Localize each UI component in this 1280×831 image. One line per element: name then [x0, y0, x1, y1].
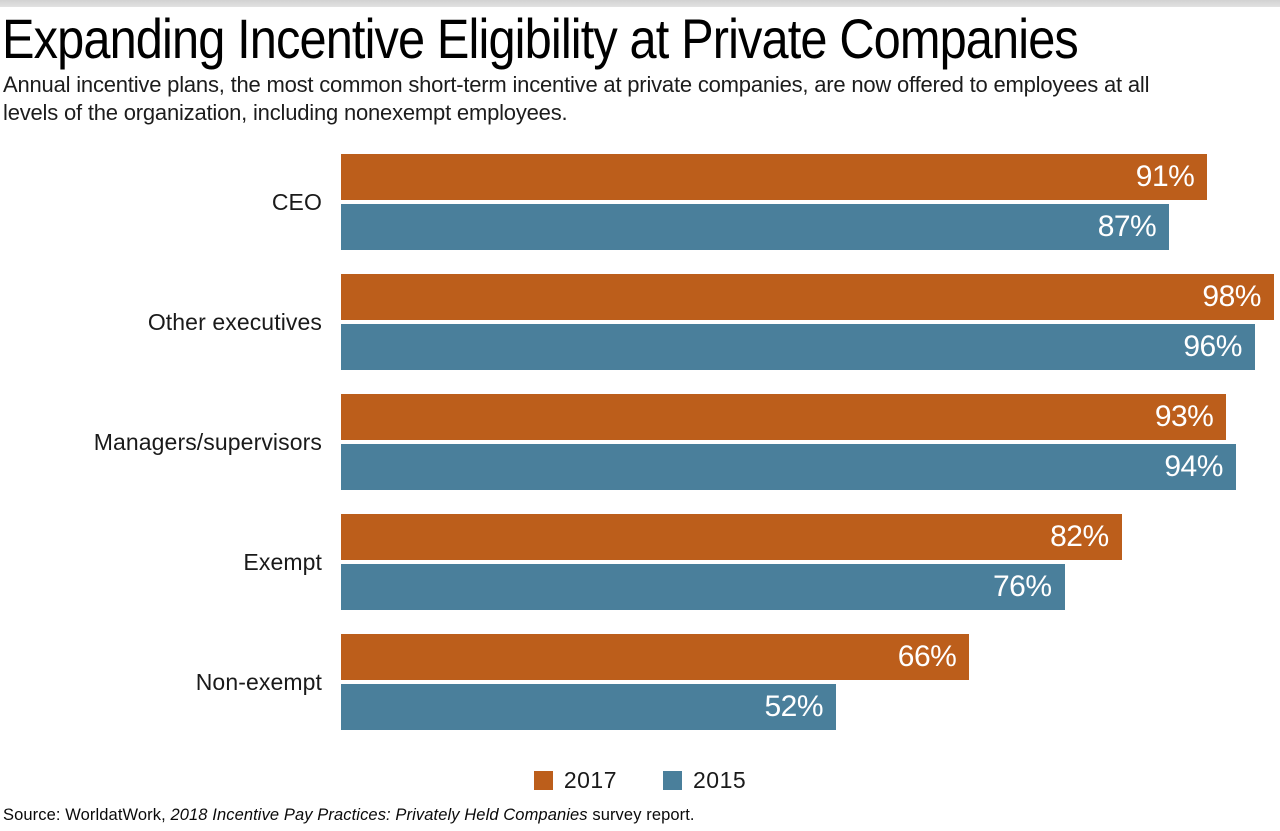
bar-value-label-2017: 66%: [897, 640, 957, 673]
bar-2015: 76%: [341, 564, 1065, 610]
bar-value-label-2017: 93%: [1154, 400, 1214, 433]
source-report-title: 2018 Incentive Pay Practices: Privately …: [170, 806, 588, 824]
subtitle-line-1: Annual incentive plans, the most common …: [3, 72, 1150, 97]
bar-2017: 82%: [341, 514, 1122, 560]
bar-value-label-2017: 98%: [1202, 280, 1261, 313]
bar-value-label-2017: 91%: [1135, 160, 1195, 193]
chart-title: Expanding Incentive Eligibility at Priva…: [2, 7, 1079, 70]
bar-group: 91% 87%: [341, 154, 1280, 250]
bar-group: 98% 96%: [341, 274, 1280, 370]
bar-group: 93% 94%: [341, 394, 1280, 490]
legend-item-2015: 2015: [663, 767, 746, 794]
bar-group: 66% 52%: [341, 634, 1280, 730]
bar-value-label-2015: 52%: [764, 690, 824, 723]
chart-row-non-exempt: Non-exempt 66% 52%: [0, 634, 1280, 730]
subtitle-line-2: levels of the organization, including no…: [3, 99, 568, 125]
category-label: Other executives: [147, 308, 322, 335]
legend-swatch-2017: [533, 771, 553, 790]
bar-2017: 91%: [341, 154, 1208, 200]
bar-value-label-2015: 94%: [1164, 450, 1223, 483]
category-label: CEO: [271, 188, 322, 215]
bar-2015: 96%: [341, 324, 1255, 370]
chart-row-exempt: Exempt 82% 76%: [0, 514, 1280, 610]
category-label: Exempt: [243, 548, 322, 575]
bar-value-label-2015: 96%: [1183, 330, 1242, 363]
chart-row-ceo: CEO 91% 87%: [0, 154, 1280, 250]
chart-row-other-executives: Other executives 98% 96%: [0, 274, 1280, 370]
top-border-strip: [0, 0, 1280, 7]
category-label: Non-exempt: [195, 668, 322, 695]
legend-swatch-2015: [663, 771, 682, 790]
chart-legend: 2017 2015: [0, 767, 1280, 794]
legend-item-2017: 2017: [533, 767, 617, 794]
bar-value-label-2017: 82%: [1050, 520, 1109, 553]
bar-value-label-2015: 76%: [992, 570, 1052, 603]
chart-row-managers-supervisors: Managers/supervisors 93% 94%: [0, 394, 1280, 490]
source-suffix: survey report.: [587, 806, 695, 824]
source-prefix: Source: WorldatWork,: [3, 806, 171, 824]
bar-2015: 52%: [341, 684, 837, 730]
legend-label-2017: 2017: [563, 767, 617, 793]
bar-2015: 87%: [341, 204, 1170, 250]
bar-2017: 98%: [341, 274, 1274, 320]
bar-group: 82% 76%: [341, 514, 1280, 610]
legend-label-2015: 2015: [693, 767, 747, 793]
source-note: Source: WorldatWork, 2018 Incentive Pay …: [3, 806, 695, 825]
chart-subtitle: Annual incentive plans, the most common …: [3, 71, 1149, 126]
bar-value-label-2015: 87%: [1097, 210, 1157, 243]
bar-2017: 93%: [341, 394, 1227, 440]
bar-2015: 94%: [341, 444, 1236, 490]
category-label: Managers/supervisors: [93, 428, 322, 455]
bar-2017: 66%: [341, 634, 970, 680]
